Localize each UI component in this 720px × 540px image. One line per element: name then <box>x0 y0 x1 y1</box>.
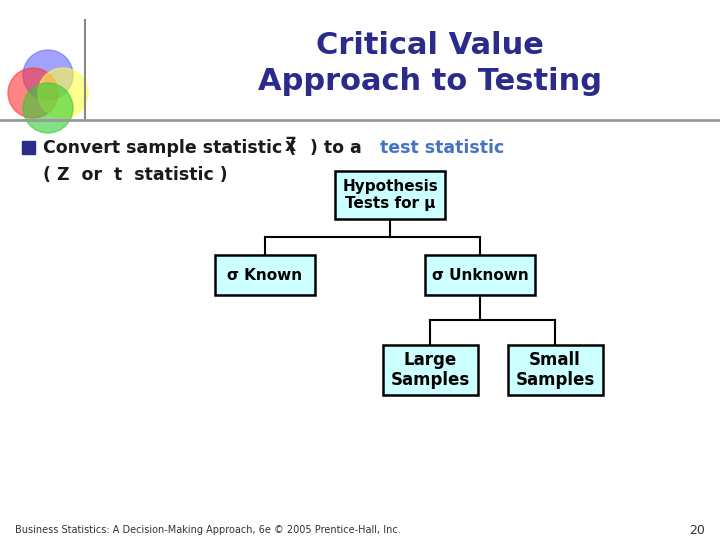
Text: Convert sample statistic (: Convert sample statistic ( <box>43 139 308 157</box>
Text: test statistic: test statistic <box>380 139 504 157</box>
Circle shape <box>23 50 73 100</box>
Text: Small
Samples: Small Samples <box>516 350 595 389</box>
FancyBboxPatch shape <box>508 345 603 395</box>
Circle shape <box>38 68 88 118</box>
Text: ) to a: ) to a <box>298 139 368 157</box>
FancyBboxPatch shape <box>425 255 535 295</box>
FancyBboxPatch shape <box>382 345 477 395</box>
FancyBboxPatch shape <box>215 255 315 295</box>
Text: ( Z  or  t  statistic ): ( Z or t statistic ) <box>43 166 228 184</box>
Circle shape <box>23 83 73 133</box>
Text: σ Unknown: σ Unknown <box>431 267 528 282</box>
Text: Business Statistics: A Decision-Making Approach, 6e © 2005 Prentice-Hall, Inc.: Business Statistics: A Decision-Making A… <box>15 525 401 535</box>
Text: x̅: x̅ <box>284 137 296 155</box>
Circle shape <box>8 68 58 118</box>
FancyBboxPatch shape <box>22 141 35 154</box>
Text: Approach to Testing: Approach to Testing <box>258 68 602 97</box>
FancyBboxPatch shape <box>335 171 445 219</box>
Text: Large
Samples: Large Samples <box>390 350 469 389</box>
Text: σ Known: σ Known <box>228 267 302 282</box>
Text: 20: 20 <box>689 523 705 537</box>
Text: Critical Value: Critical Value <box>316 30 544 59</box>
Text: Hypothesis
Tests for μ: Hypothesis Tests for μ <box>342 179 438 211</box>
